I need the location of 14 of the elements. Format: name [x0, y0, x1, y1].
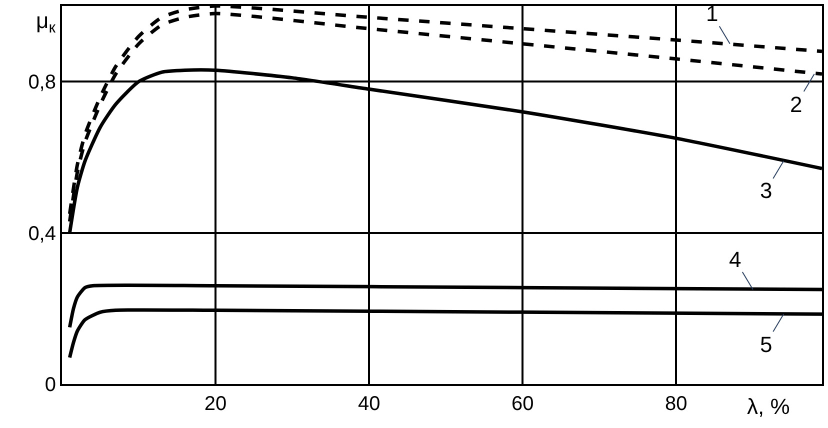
x-tick-label: 80	[665, 393, 688, 415]
annotation: 1	[706, 1, 718, 26]
annotation: 3	[760, 178, 772, 203]
x-tick-label: 40	[358, 393, 380, 415]
y-tick-label: 0,8	[28, 72, 56, 94]
x-axis-title: λ, %	[747, 394, 790, 419]
x-tick-label: 60	[511, 393, 534, 415]
x-tick-label: 20	[204, 393, 227, 415]
annotation: 5	[760, 332, 772, 357]
y-axis-title: μ$_{к}$	[36, 8, 56, 37]
y-tick-label: 0	[44, 374, 56, 396]
annotation: 4	[729, 247, 742, 272]
y-tick-label: 0,4	[28, 222, 56, 245]
annotation: 2	[790, 92, 802, 117]
